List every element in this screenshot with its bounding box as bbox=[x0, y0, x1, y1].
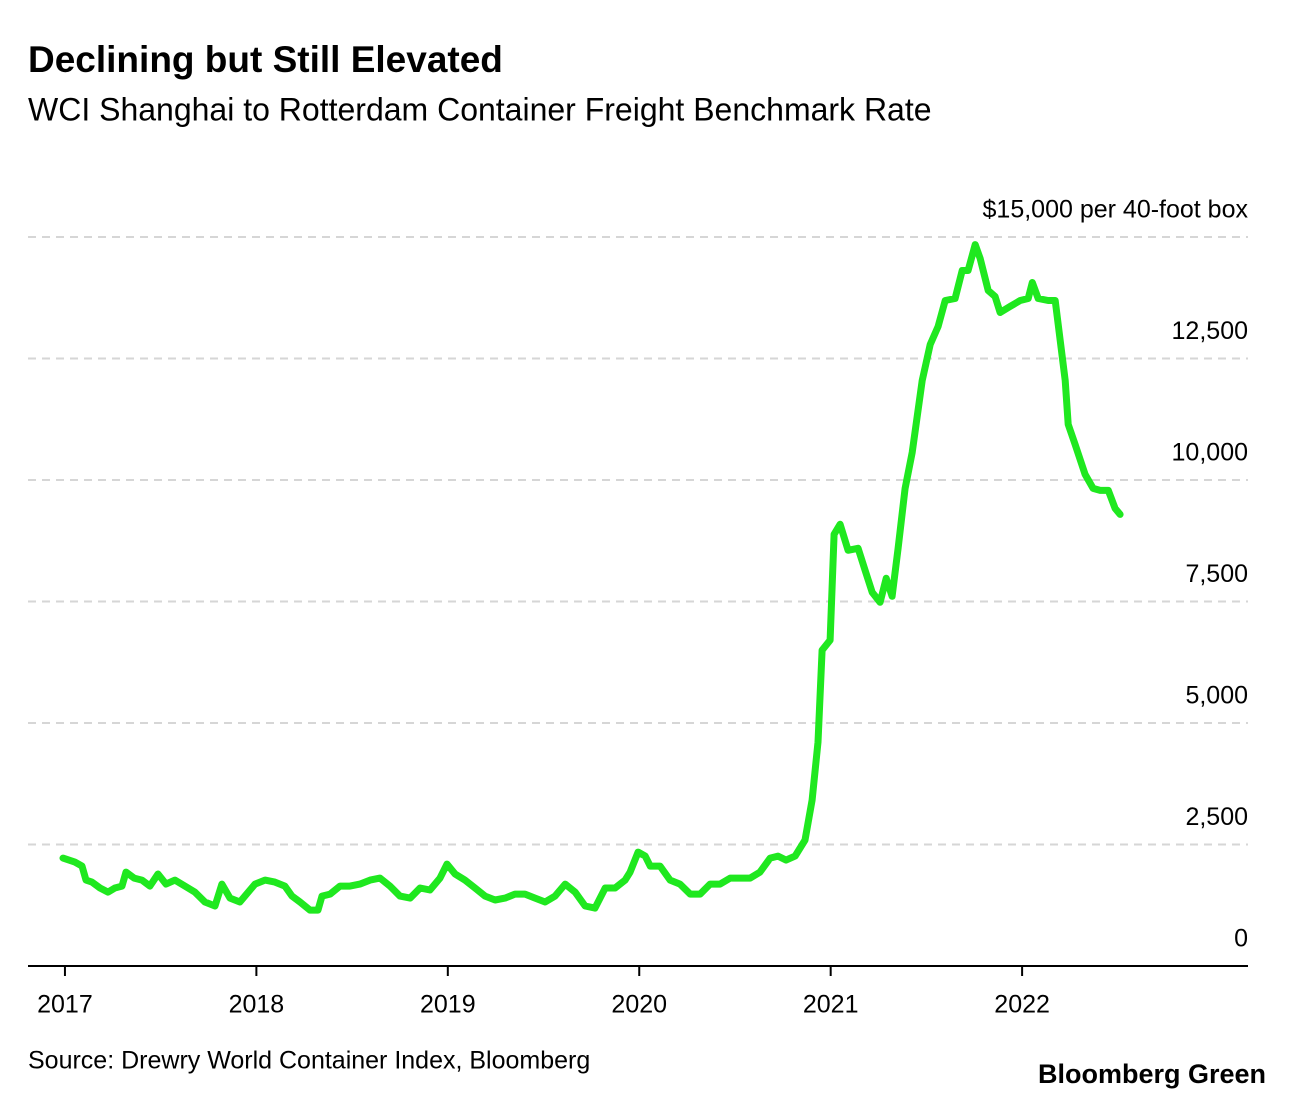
x-tick-label: 2020 bbox=[611, 991, 667, 1019]
y-tick-label: 0 bbox=[1234, 925, 1248, 953]
x-tick-label: 2017 bbox=[37, 991, 93, 1019]
x-tick-label: 2018 bbox=[229, 991, 285, 1019]
source: Source: Drewry World Container Index, Bl… bbox=[28, 1047, 590, 1075]
x-tick-label: 2022 bbox=[994, 991, 1050, 1019]
data-line bbox=[59, 241, 1124, 914]
y-tick-label: 12,500 bbox=[1172, 317, 1248, 345]
x-tick-label: 2019 bbox=[420, 991, 476, 1019]
brand: Bloomberg Green bbox=[1038, 1059, 1266, 1089]
y-tick-label: 5,000 bbox=[1185, 682, 1248, 710]
y-tick-label: 7,500 bbox=[1185, 560, 1248, 588]
chart-subtitle: WCI Shanghai to Rotterdam Container Frei… bbox=[28, 91, 932, 127]
y-tick-label: 10,000 bbox=[1172, 439, 1248, 467]
y-tick-label: $15,000 per 40-foot box bbox=[983, 196, 1249, 224]
x-tick-label: 2021 bbox=[803, 991, 859, 1019]
chart-title: Declining but Still Elevated bbox=[28, 39, 503, 80]
y-tick-label: 2,500 bbox=[1185, 803, 1248, 831]
